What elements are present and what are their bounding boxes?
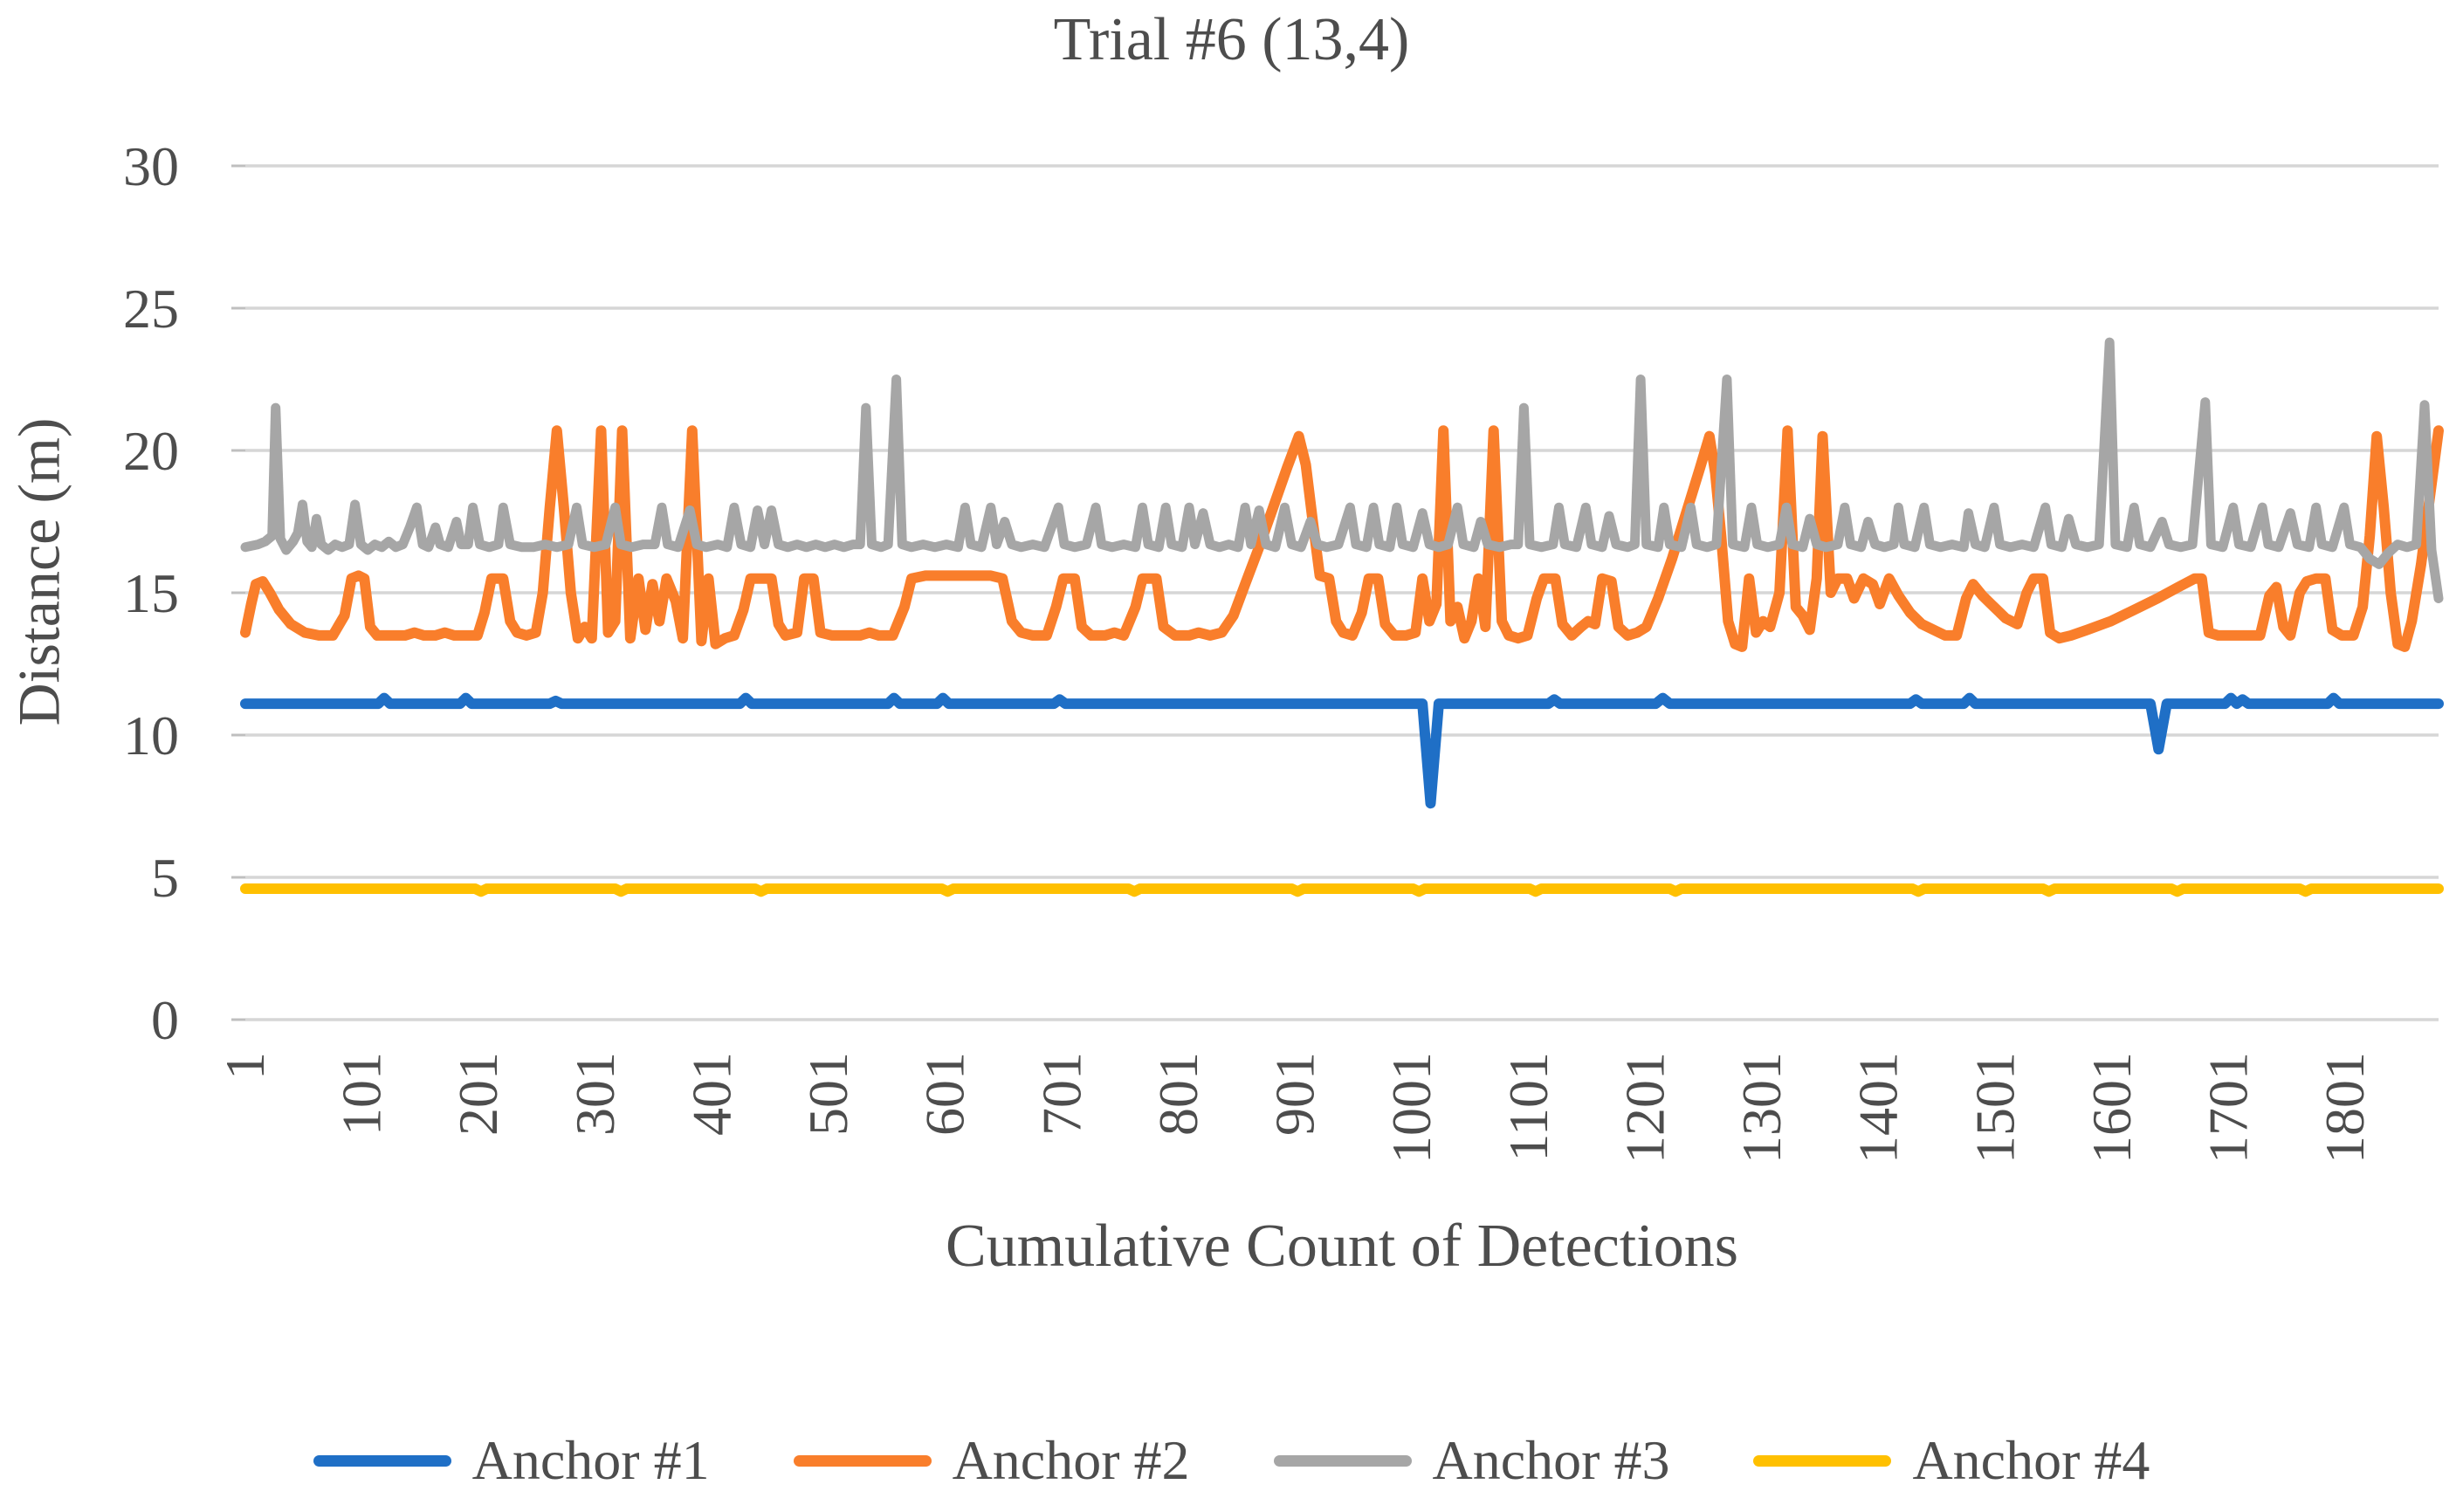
y-tick-label: 10 [123,704,179,766]
legend-item-anchor-1: Anchor #1 [313,1428,710,1493]
legend-label: Anchor #2 [952,1429,1190,1491]
legend-item-anchor-2: Anchor #2 [793,1428,1190,1493]
x-tick-label: 401 [680,1052,742,1136]
series-line-anchor-2 [240,425,2444,652]
x-tick-label: 1101 [1497,1052,1559,1162]
legend: Anchor #1 Anchor #2 Anchor #3 Anchor #4 [0,1421,2463,1500]
legend-item-anchor-3: Anchor #3 [1273,1428,1670,1493]
x-tick-label: 801 [1147,1052,1209,1136]
x-tick-label: 1001 [1380,1052,1442,1164]
x-tick-label: 101 [331,1052,393,1136]
y-tick-label: 30 [123,135,179,197]
x-tick-label: 1201 [1613,1052,1675,1164]
x-tick-label: 1301 [1730,1052,1792,1164]
x-tick-label: 301 [564,1052,626,1136]
x-tick-label: 201 [447,1052,509,1136]
legend-label: Anchor #3 [1432,1429,1670,1491]
y-tick-label: 25 [123,278,179,340]
y-tick-label: 5 [151,847,179,909]
legend-swatch-anchor-1 [313,1454,451,1467]
x-tick-label: 1701 [2197,1052,2259,1164]
x-tick-label: 601 [914,1052,976,1136]
legend-swatch-anchor-2 [793,1454,932,1467]
legend-item-anchor-4: Anchor #4 [1753,1428,2150,1493]
series-line-anchor-1 [240,692,2444,809]
x-tick-label: 1 [214,1052,276,1080]
legend-swatch-anchor-4 [1753,1454,1892,1467]
legend-label: Anchor #4 [1912,1429,2150,1491]
x-tick-label: 501 [797,1052,859,1136]
series-line-anchor-4 [240,883,2444,897]
legend-label: Anchor #1 [471,1429,710,1491]
y-tick-label: 0 [151,989,179,1051]
x-tick-label: 701 [1030,1052,1092,1136]
x-axis-title: Cumulative Count of Detections [946,1213,1738,1280]
y-tick-label: 20 [123,420,179,482]
series-line-anchor-3 [240,337,2444,603]
x-tick-label: 1401 [1847,1052,1909,1164]
x-tick-label: 1601 [2081,1052,2143,1164]
x-tick-label: 1801 [2314,1052,2376,1164]
y-tick-label: 15 [123,562,179,624]
x-tick-label: 901 [1264,1052,1326,1136]
chart-title: Trial #6 (13,4) [1053,6,1410,73]
legend-swatch-anchor-3 [1273,1454,1412,1467]
x-tick-label: 1501 [1964,1052,2026,1164]
